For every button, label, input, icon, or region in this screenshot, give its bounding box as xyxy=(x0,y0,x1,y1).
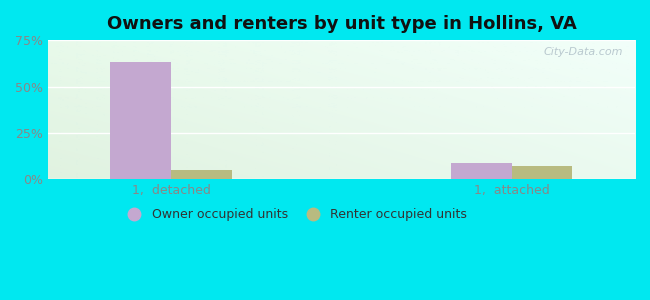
Bar xyxy=(171,170,231,179)
Text: City-Data.com: City-Data.com xyxy=(544,47,623,57)
Bar xyxy=(512,167,573,179)
Title: Owners and renters by unit type in Hollins, VA: Owners and renters by unit type in Holli… xyxy=(107,15,577,33)
Bar xyxy=(111,62,171,179)
Bar xyxy=(451,163,512,179)
Legend: Owner occupied units, Renter occupied units: Owner occupied units, Renter occupied un… xyxy=(117,203,472,226)
